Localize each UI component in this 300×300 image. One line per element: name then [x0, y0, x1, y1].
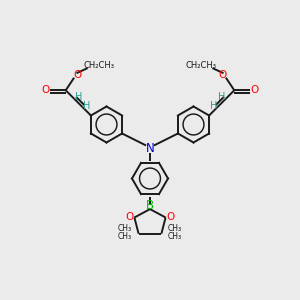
Text: O: O: [219, 70, 227, 80]
Text: CH₃: CH₃: [168, 224, 182, 233]
Text: H: H: [218, 92, 225, 102]
Text: H: H: [83, 100, 90, 111]
Text: CH₃: CH₃: [118, 232, 132, 241]
Text: O: O: [251, 85, 259, 95]
Text: B: B: [146, 199, 154, 212]
Text: H: H: [75, 92, 82, 102]
Text: O: O: [73, 70, 81, 80]
Text: CH₃: CH₃: [118, 224, 132, 233]
Text: O: O: [41, 85, 49, 95]
Text: CH₂CH₃: CH₂CH₃: [83, 61, 114, 70]
Text: O: O: [125, 212, 134, 223]
Text: CH₃: CH₃: [168, 232, 182, 241]
Text: CH₂CH₃: CH₂CH₃: [186, 61, 217, 70]
Text: O: O: [167, 212, 175, 223]
Text: H: H: [210, 100, 217, 111]
Text: N: N: [146, 142, 154, 155]
